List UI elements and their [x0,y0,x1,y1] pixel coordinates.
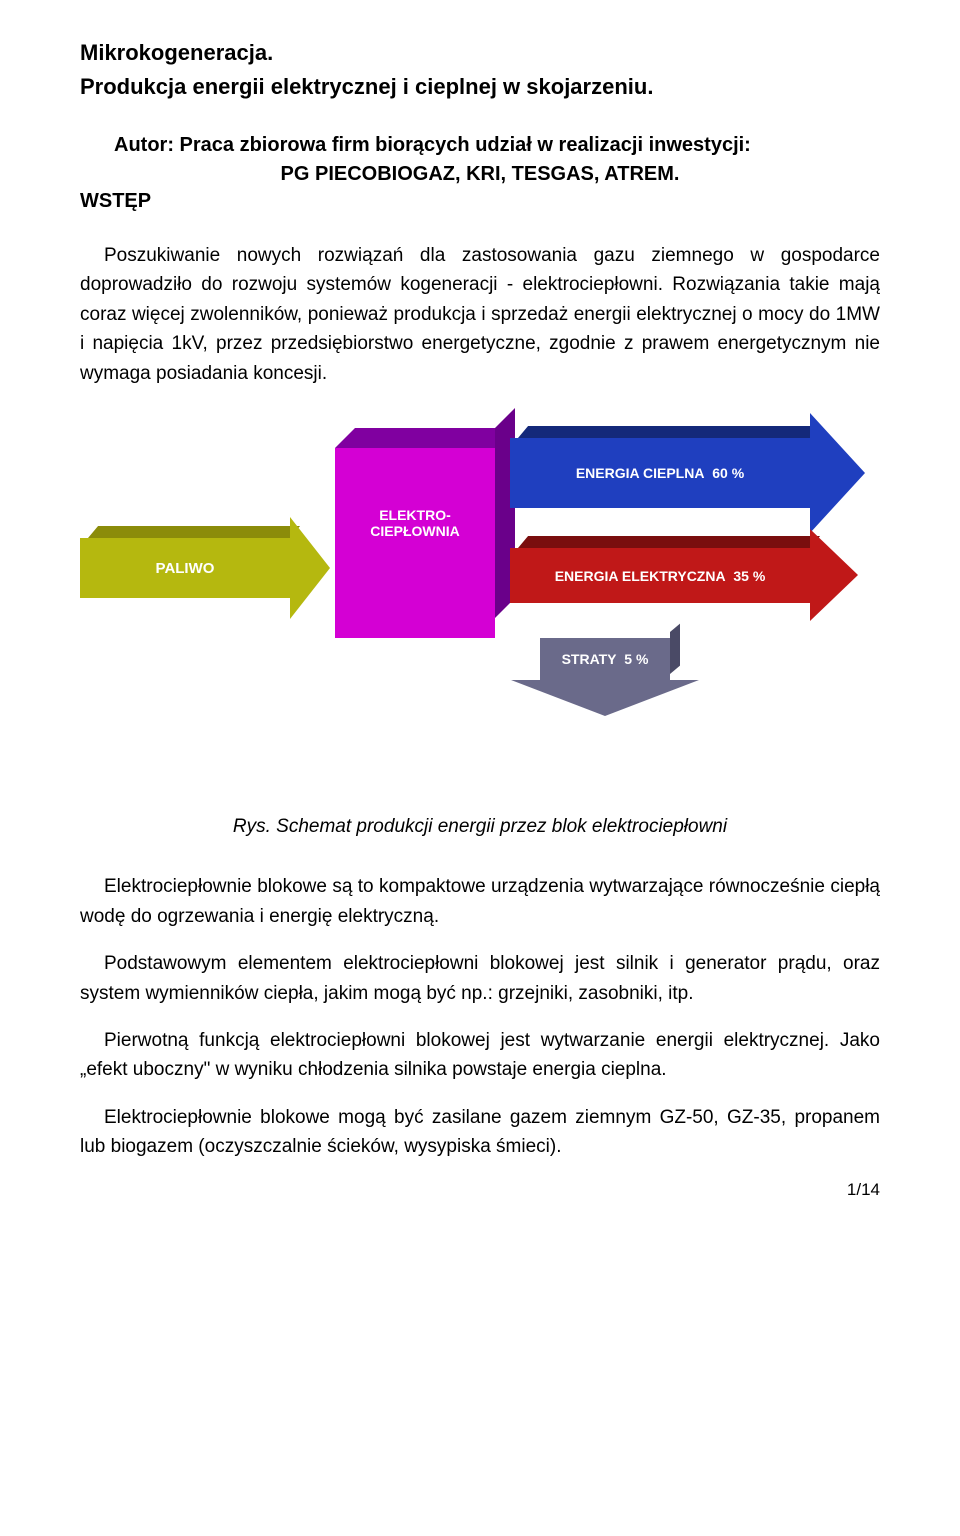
intro-label: WSTĘP [80,190,880,213]
elec-arrow-top [518,536,820,548]
energy-flow-diagram: PALIWO ELEKTRO-CIEPŁOWNIA ENERGIA CIEPLNA … [80,408,880,788]
loss-arrow-side [670,624,680,674]
loss-arrow-body: STRATY 5 % [540,638,670,680]
fuel-arrow-body: PALIWO [80,538,290,598]
body-text: Elektrociepłownie blokowe są to kompakto… [80,872,880,1162]
elec-arrow-label: ENERGIA ELEKTRYCZNA 35 % [555,568,766,584]
heat-arrow-label: ENERGIA CIEPLNA 60 % [576,465,744,481]
doc-title-1: Mikrokogeneracja. [80,40,880,66]
intro-paragraph: Poszukiwanie nowych rozwiązań dla zastos… [80,241,880,388]
loss-arrow-label: STRATY 5 % [562,651,649,667]
author-line: Autor: Praca zbiorowa firm biorących udz… [114,134,880,157]
body-paragraph: Elektrociepłownie blokowe są to kompakto… [80,872,880,931]
figure-caption: Rys. Schemat produkcji energii przez blo… [80,816,880,838]
heat-arrow-top [518,426,820,438]
body-paragraph: Podstawowym elementem elektrociepłowni b… [80,949,880,1008]
plant-box: ELEKTRO-CIEPŁOWNIA [335,448,495,638]
page-number: 1/14 [80,1180,880,1200]
body-paragraph: Pierwotną funkcją elektrociepłowni bloko… [80,1026,880,1085]
plant-label-2: CIEPŁOWNIA [370,523,459,539]
plant-box-top [335,428,515,448]
loss-arrow-head [511,680,699,716]
fuel-arrow-head [290,517,330,619]
doc-title-2: Produkcja energii elektrycznej i cieplne… [80,74,880,100]
elec-arrow-head [810,529,858,621]
heat-arrow-body: ENERGIA CIEPLNA 60 % [510,438,810,508]
elec-arrow-body: ENERGIA ELEKTRYCZNA 35 % [510,548,810,603]
heat-arrow-head [810,413,865,533]
plant-label-1: ELEKTRO- [370,507,459,523]
body-paragraph: Elektrociepłownie blokowe mogą być zasil… [80,1103,880,1162]
fuel-arrow-top [88,526,300,538]
fuel-arrow-label: PALIWO [156,560,215,577]
author-sub: PG PIECOBIOGAZ, KRI, TESGAS, ATREM. [80,163,880,186]
